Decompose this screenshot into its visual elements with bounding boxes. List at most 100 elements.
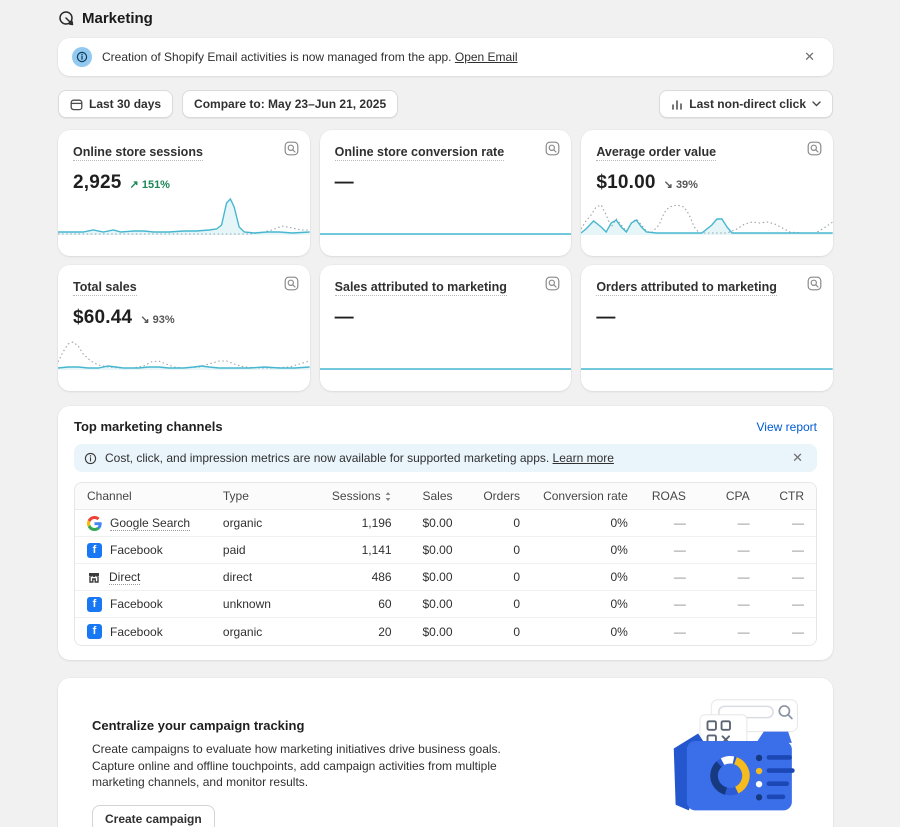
metric-card-average-order-value: Average order value $10.00 ↘ 39% xyxy=(581,130,833,256)
date-range-button[interactable]: Last 30 days xyxy=(58,90,174,118)
orders-cell: 0 xyxy=(513,570,520,584)
learn-more-link[interactable]: Learn more xyxy=(552,451,614,465)
orders-cell: 0 xyxy=(513,624,520,639)
channel-name[interactable]: Facebook xyxy=(110,624,163,639)
sort-icon xyxy=(384,491,392,502)
open-email-link[interactable]: Open Email xyxy=(454,50,518,64)
conversion-cell: 0% xyxy=(610,570,628,584)
explore-data-icon[interactable] xyxy=(545,276,560,291)
attribution-model-dropdown[interactable]: Last non-direct click xyxy=(659,90,833,118)
metric-value: — xyxy=(334,172,354,193)
cpa-cell: — xyxy=(737,597,750,611)
explore-data-icon[interactable] xyxy=(284,141,299,156)
metric-value: 2,925 xyxy=(73,172,122,193)
sales-attributed-sparkline xyxy=(319,368,572,370)
channel-name[interactable]: Facebook xyxy=(110,543,163,557)
conversion-cell: 0% xyxy=(610,543,628,557)
view-report-link[interactable]: View report xyxy=(756,419,817,434)
channel-cell: f Facebook xyxy=(87,596,223,612)
banner-text: Cost, click, and impression metrics are … xyxy=(105,451,614,465)
close-icon[interactable]: ✕ xyxy=(804,49,815,64)
col-conversion-rate: Conversion rate xyxy=(543,489,628,503)
roas-cell: — xyxy=(673,516,686,530)
ctr-cell: — xyxy=(792,624,804,639)
explore-data-icon[interactable] xyxy=(807,141,822,156)
metrics-grid: Online store sessions 2,925 ↗ 151% Onlin… xyxy=(58,130,833,391)
facebook-icon: f xyxy=(87,596,102,612)
channel-name[interactable]: Direct xyxy=(109,569,141,585)
channels-title: Top marketing channels xyxy=(74,419,223,434)
page-title: Marketing xyxy=(82,9,153,27)
shopify-email-banner: Creation of Shopify Email activities is … xyxy=(58,38,833,76)
type-cell: paid xyxy=(222,543,246,557)
sales-cell: $0.00 xyxy=(422,543,453,557)
explore-data-icon[interactable] xyxy=(807,276,822,291)
orders-cell: 0 xyxy=(513,543,520,557)
metric-title[interactable]: Average order value xyxy=(596,145,717,161)
type-cell: organic xyxy=(222,624,263,639)
table-row: f Facebook paid 1,141 $0.00 0 0% — — — xyxy=(75,537,816,564)
col-channel: Channel xyxy=(87,489,132,503)
explore-data-icon[interactable] xyxy=(284,276,299,291)
metric-delta: ↘ 93% xyxy=(140,314,175,326)
orders-cell: 0 xyxy=(513,597,520,611)
info-icon xyxy=(84,452,97,465)
roas-cell: — xyxy=(673,624,686,639)
metric-title[interactable]: Online store sessions xyxy=(73,145,203,161)
metric-title[interactable]: Orders attributed to marketing xyxy=(596,280,777,296)
ctr-cell: — xyxy=(792,516,804,530)
roas-cell: — xyxy=(673,597,686,611)
metric-card-conversion-rate: Online store conversion rate — xyxy=(319,130,572,256)
compare-to-button[interactable]: Compare to: May 23–Jun 21, 2025 xyxy=(182,90,399,118)
channel-name[interactable]: Google Search xyxy=(110,515,191,531)
table-header-row: Channel Type Sessions Sales Orders Conve… xyxy=(75,483,816,510)
explore-data-icon[interactable] xyxy=(545,141,560,156)
ctr-cell: — xyxy=(792,570,804,584)
type-cell: organic xyxy=(222,516,263,530)
direct-icon xyxy=(87,570,101,584)
channel-cell: Direct xyxy=(87,570,223,585)
total-sales-sparkline xyxy=(58,341,310,370)
metric-card-sales-attributed: Sales attributed to marketing — xyxy=(319,265,572,391)
cpa-cell: — xyxy=(737,624,750,639)
col-roas: ROAS xyxy=(651,489,686,503)
sessions-cell: 1,141 xyxy=(361,543,392,557)
metric-title[interactable]: Total sales xyxy=(73,280,137,296)
metric-value-row: — xyxy=(596,307,818,329)
channel-cell: Google Search xyxy=(87,515,223,531)
col-sessions-sort[interactable]: Sessions xyxy=(303,489,392,503)
col-type: Type xyxy=(222,489,249,503)
type-cell: unknown xyxy=(222,597,271,611)
metrics-info-banner: Cost, click, and impression metrics are … xyxy=(74,444,817,472)
facebook-icon: f xyxy=(87,542,102,558)
metric-title[interactable]: Sales attributed to marketing xyxy=(334,280,507,296)
table-row: f Facebook organic 20 $0.00 0 0% — — — xyxy=(75,618,816,645)
create-campaign-button[interactable]: Create campaign xyxy=(92,804,215,827)
table-row: Direct direct 486 $0.00 0 0% — — — xyxy=(75,564,816,591)
cpa-cell: — xyxy=(737,516,750,530)
campaign-body: Create campaigns to evaluate how marketi… xyxy=(92,742,501,790)
conversion-cell: 0% xyxy=(610,624,628,639)
metric-delta: ↘ 39% xyxy=(663,179,698,191)
metric-value-row: — xyxy=(335,307,557,329)
metric-value-row: 2,925 ↗ 151% xyxy=(73,172,295,194)
facebook-icon: f xyxy=(87,624,102,639)
metric-title[interactable]: Online store conversion rate xyxy=(334,145,505,161)
metric-value: — xyxy=(334,307,354,328)
filter-bar: Last 30 days Compare to: May 23–Jun 21, … xyxy=(58,90,833,118)
roas-cell: — xyxy=(673,570,686,584)
google-icon xyxy=(87,515,102,531)
channel-name[interactable]: Facebook xyxy=(110,597,163,611)
sales-cell: $0.00 xyxy=(422,597,453,611)
metric-value-row: $10.00 ↘ 39% xyxy=(596,172,818,194)
sessions-cell: 1,196 xyxy=(361,516,392,530)
chevron-down-icon xyxy=(812,101,821,107)
close-icon[interactable]: ✕ xyxy=(792,450,803,465)
col-orders: Orders xyxy=(483,489,520,503)
metric-value: $10.00 xyxy=(596,172,656,193)
roas-cell: — xyxy=(673,543,686,557)
col-ctr: CTR xyxy=(779,489,804,503)
campaign-title: Centralize your campaign tracking xyxy=(92,718,305,733)
col-cpa: CPA xyxy=(725,489,750,503)
